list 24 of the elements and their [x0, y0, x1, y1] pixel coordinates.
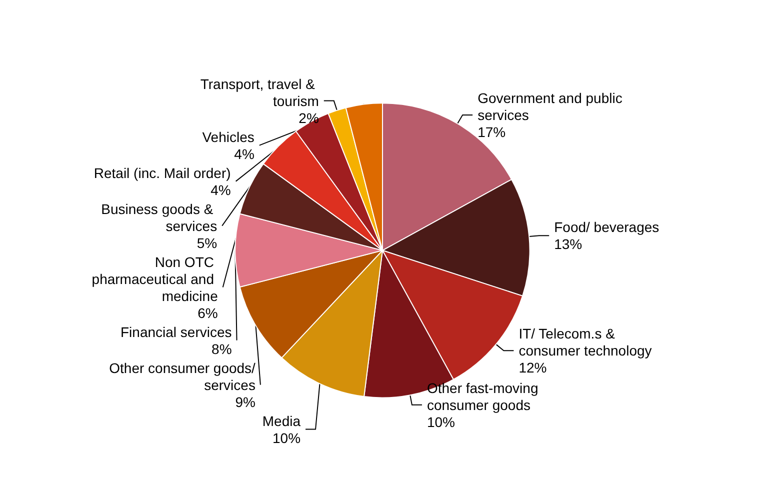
slice-label: Business goods & services [101, 200, 218, 234]
slice-label: Food/ beverages [554, 219, 660, 236]
slice-label: Financial services [120, 324, 232, 340]
data-label: 9% [235, 394, 256, 410]
data-label: 2% [298, 110, 319, 126]
data-label: 12% [518, 360, 547, 376]
slice-label: Other fast-moving consumer goods [426, 380, 542, 413]
slice-label: Retail (inc. Mail order) [94, 164, 231, 181]
slice-label: Transport, travel & tourism [200, 76, 319, 109]
data-label: 10% [426, 414, 456, 430]
slice-label: Government and public services [478, 90, 626, 124]
data-label: 6% [198, 304, 218, 321]
data-label: 13% [554, 236, 582, 252]
slice-label: Non OTC pharmaceutical and medicine [92, 254, 218, 304]
slice-label: Vehicles [202, 128, 254, 145]
data-label: 4% [234, 146, 254, 162]
data-label: 5% [196, 234, 218, 251]
data-label: 4% [210, 182, 231, 198]
data-label: 17% [478, 124, 506, 140]
data-label: 10% [272, 430, 301, 446]
slice-label: IT/ Telecom.s & consumer technology [518, 326, 652, 359]
slice-label: Media [262, 412, 301, 429]
slice-label: Other consumer goods/ services [109, 360, 256, 393]
data-label: 8% [212, 340, 232, 357]
